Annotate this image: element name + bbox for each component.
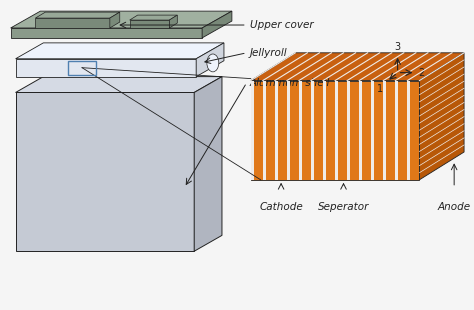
Text: Upper cover: Upper cover (250, 20, 313, 30)
Polygon shape (16, 59, 196, 77)
Polygon shape (419, 53, 464, 180)
Polygon shape (16, 77, 222, 92)
Text: Aluminum shell: Aluminum shell (250, 78, 330, 87)
Polygon shape (196, 43, 224, 77)
Polygon shape (10, 28, 202, 38)
Polygon shape (169, 15, 177, 28)
Polygon shape (371, 81, 374, 180)
Text: Cathode: Cathode (259, 202, 303, 212)
Text: Anode: Anode (438, 202, 471, 212)
Polygon shape (263, 81, 266, 180)
Polygon shape (36, 12, 120, 18)
Polygon shape (16, 92, 194, 251)
Text: Seperator: Seperator (318, 202, 369, 212)
Polygon shape (395, 81, 398, 180)
Polygon shape (311, 81, 314, 180)
Polygon shape (194, 77, 222, 251)
Polygon shape (251, 81, 254, 180)
Polygon shape (287, 81, 290, 180)
Text: 1: 1 (377, 84, 383, 94)
Polygon shape (299, 81, 302, 180)
Polygon shape (275, 81, 278, 180)
Polygon shape (202, 11, 232, 38)
Polygon shape (347, 81, 350, 180)
Ellipse shape (207, 54, 219, 72)
Polygon shape (407, 81, 410, 180)
Polygon shape (359, 81, 362, 180)
Polygon shape (36, 18, 110, 28)
Text: 3: 3 (394, 42, 401, 52)
Polygon shape (251, 81, 419, 180)
Polygon shape (383, 81, 386, 180)
Text: Jellyroll: Jellyroll (250, 48, 287, 58)
Polygon shape (335, 81, 338, 180)
Polygon shape (10, 11, 232, 28)
Text: 2: 2 (419, 68, 425, 78)
Polygon shape (251, 53, 464, 81)
Polygon shape (130, 15, 177, 20)
Polygon shape (110, 12, 120, 28)
Polygon shape (16, 43, 224, 59)
Polygon shape (323, 81, 326, 180)
Polygon shape (130, 20, 169, 28)
